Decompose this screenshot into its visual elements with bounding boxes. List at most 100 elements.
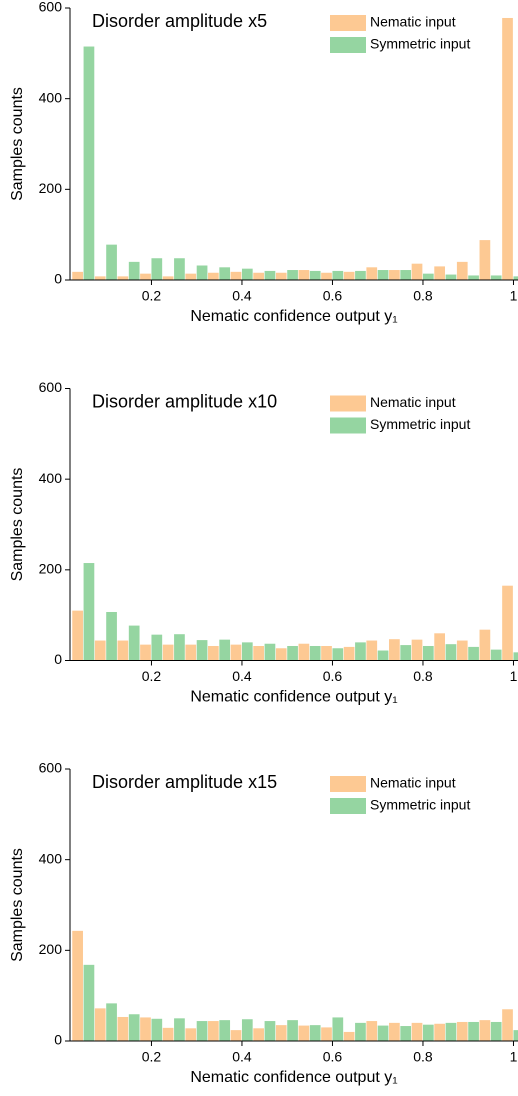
bar: [321, 645, 332, 661]
bar: [174, 1018, 185, 1041]
y-tick-label: 0: [54, 1032, 62, 1048]
bar: [241, 1019, 253, 1041]
legend-swatch: [330, 798, 366, 814]
bar: [174, 634, 185, 661]
bar: [275, 648, 287, 661]
x-tick-label: 0.8: [413, 288, 433, 304]
legend-swatch: [330, 37, 366, 53]
bar: [445, 274, 457, 280]
bar: [253, 645, 264, 661]
y-tick-label: 600: [39, 760, 63, 776]
bar: [253, 1028, 264, 1041]
bar: [434, 633, 445, 661]
bar: [343, 1031, 355, 1041]
bar: [445, 1022, 457, 1041]
bar: [196, 265, 208, 280]
y-tick-label: 400: [39, 89, 63, 105]
bar: [94, 1008, 106, 1041]
bar: [230, 644, 242, 661]
bar: [377, 1025, 389, 1041]
legend-label: Nematic input: [370, 14, 456, 30]
bar: [355, 1022, 366, 1041]
x-tick-label: 0.2: [142, 1049, 162, 1065]
bar: [332, 270, 344, 280]
legend-swatch: [330, 15, 366, 31]
bar: [389, 270, 400, 280]
bar: [151, 258, 163, 280]
bar: [230, 1030, 242, 1041]
y-tick-label: 400: [39, 470, 63, 486]
bar: [468, 1021, 479, 1041]
y-axis-label: Samples counts: [9, 87, 26, 201]
bar: [321, 1027, 332, 1041]
bar: [332, 648, 344, 661]
bar: [196, 640, 208, 661]
bar: [253, 272, 264, 280]
bar: [422, 645, 434, 661]
bar: [456, 1021, 468, 1041]
bar: [456, 261, 468, 280]
bar: [162, 1027, 174, 1041]
bar: [434, 1023, 445, 1041]
bar: [117, 640, 129, 661]
y-tick-label: 200: [39, 561, 63, 577]
chart-title: Disorder amplitude x5: [92, 11, 267, 31]
bar: [377, 270, 389, 280]
bar: [343, 646, 355, 661]
bar: [230, 271, 242, 280]
bar: [355, 642, 366, 661]
bar: [196, 1021, 208, 1041]
bar: [264, 270, 276, 280]
bar: [185, 644, 197, 661]
bar: [456, 640, 468, 661]
y-tick-label: 600: [39, 0, 63, 15]
y-tick-label: 200: [39, 941, 63, 957]
bar: [219, 639, 231, 661]
x-tick-label: 1: [510, 668, 518, 684]
bar: [332, 1017, 344, 1041]
x-axis-label: Nematic confidence output y₁: [190, 1069, 397, 1086]
bar: [219, 1020, 231, 1041]
bar: [309, 645, 321, 661]
bar: [117, 276, 129, 280]
legend-label: Symmetric input: [370, 797, 470, 813]
bar: [162, 276, 174, 280]
bar: [185, 1028, 197, 1041]
bar: [208, 1021, 219, 1041]
legend-label: Symmetric input: [370, 416, 470, 432]
bar: [275, 1025, 287, 1041]
legend-label: Symmetric input: [370, 36, 470, 52]
bar: [128, 625, 140, 661]
x-tick-label: 1: [510, 288, 518, 304]
bar: [355, 270, 366, 280]
bar: [411, 263, 423, 280]
bar: [185, 273, 197, 280]
bar: [400, 270, 412, 280]
legend-swatch: [330, 395, 366, 412]
bar: [117, 1016, 129, 1041]
bar: [174, 258, 185, 280]
bar: [445, 644, 457, 661]
y-tick-label: 0: [54, 651, 62, 667]
bar: [479, 629, 491, 661]
x-tick-label: 0.8: [413, 1049, 433, 1065]
bar: [309, 1025, 321, 1041]
bar: [502, 1009, 513, 1041]
bar: [479, 1020, 491, 1041]
bar: [128, 1014, 140, 1041]
legend-swatch: [330, 417, 366, 434]
x-tick-label: 0.2: [142, 668, 162, 684]
bar: [106, 1003, 117, 1041]
bar: [264, 1021, 276, 1041]
x-tick-label: 0.4: [232, 288, 252, 304]
bar: [287, 1020, 298, 1041]
bar: [72, 610, 83, 661]
bar: [468, 275, 479, 280]
bar: [366, 1021, 378, 1041]
bar: [298, 1025, 310, 1041]
bar: [208, 272, 219, 280]
bar: [389, 639, 400, 661]
bar: [140, 644, 151, 661]
bar: [298, 643, 310, 661]
